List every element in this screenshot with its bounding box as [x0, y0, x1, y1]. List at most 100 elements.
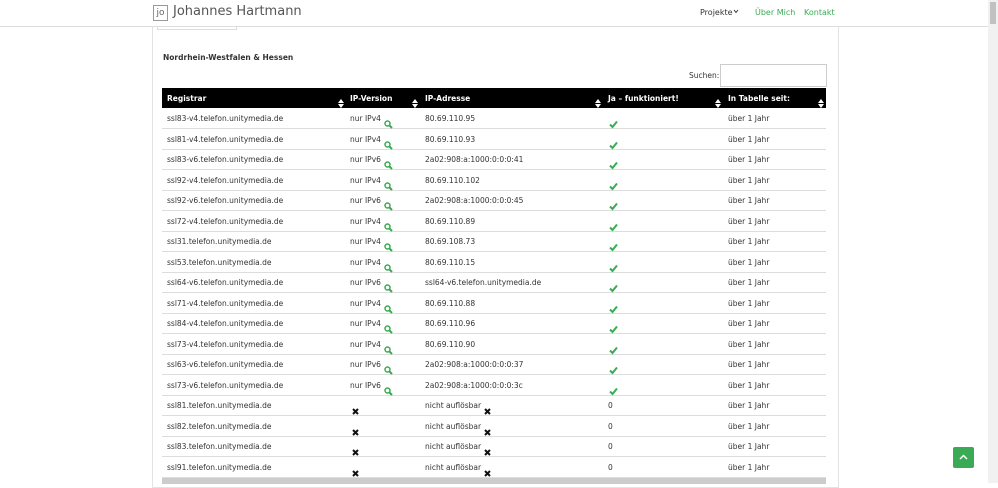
- status-ok: [609, 299, 618, 313]
- cell: über 1 Jahr: [728, 196, 770, 205]
- back-to-top[interactable]: [953, 447, 974, 468]
- search-label: Suchen:: [689, 71, 720, 80]
- cell: nur IPv6: [350, 380, 381, 390]
- nav-link[interactable]: Projekte: [700, 8, 733, 17]
- table-row: [162, 252, 826, 273]
- section-title: Nordrhein-Westfalen & Hessen: [163, 53, 294, 62]
- status-fail: [351, 422, 360, 436]
- cell: über 1 Jahr: [728, 401, 770, 410]
- cell: nicht auflösbar: [425, 421, 482, 431]
- table-row: [162, 395, 826, 416]
- cell: ssl83-v6.telefon.unitymedia.de: [167, 155, 284, 164]
- cell: nur IPv6: [350, 155, 381, 164]
- sort-icon: [715, 93, 721, 108]
- sort-icon: [338, 93, 344, 108]
- cell: über 1 Jahr: [728, 421, 770, 431]
- column-header: IP-Version: [350, 94, 393, 103]
- status-ok: [609, 258, 618, 272]
- cell: über 1 Jahr: [728, 134, 770, 144]
- table-row: [162, 190, 826, 211]
- cell: ssl83.telefon.unitymedia.de: [167, 442, 272, 451]
- nav-link[interactable]: Kontakt: [804, 8, 835, 17]
- cell: über 1 Jahr: [728, 237, 770, 246]
- cell: nur IPv4: [350, 257, 381, 267]
- table-row: [162, 211, 826, 232]
- cell: nur IPv4: [350, 114, 381, 123]
- table-row: [162, 272, 826, 293]
- cell: ssl83-v4.telefon.unitymedia.de: [167, 114, 284, 123]
- table-row: [162, 334, 826, 355]
- table-row: [162, 149, 826, 170]
- table-row: [162, 170, 826, 191]
- scrollbar: [988, 0, 998, 483]
- table-scrollbar: [162, 478, 826, 484]
- cell: nur IPv4: [350, 175, 381, 185]
- tab: [157, 27, 237, 30]
- cell: ssl81.telefon.unitymedia.de: [167, 401, 272, 410]
- cell: ssl73-v6.telefon.unitymedia.de: [167, 380, 284, 390]
- cell: 80.69.110.102: [425, 175, 480, 185]
- brand[interactable]: Johannes Hartmann: [173, 4, 302, 19]
- status-ok: [609, 381, 618, 395]
- lookup-icon: [384, 237, 393, 252]
- status-ok: [609, 237, 618, 252]
- status-ok: [609, 114, 618, 129]
- cell: ssl31.telefon.unitymedia.de: [167, 237, 272, 246]
- cell: 0: [608, 421, 613, 431]
- status-fail: [351, 463, 360, 477]
- cell: ssl91.telefon.unitymedia.de: [167, 462, 272, 472]
- lookup-icon: [384, 135, 393, 150]
- status-fail: [351, 401, 360, 415]
- cell: 80.69.110.95: [425, 114, 476, 123]
- nav-link[interactable]: Über Mich: [755, 8, 796, 17]
- cell: über 1 Jahr: [728, 442, 770, 451]
- cell: 80.69.110.96: [425, 319, 476, 328]
- status-fail: [483, 401, 492, 415]
- cell: nur IPv4: [350, 298, 381, 308]
- status-fail: [351, 442, 360, 456]
- cell: nur IPv4: [350, 134, 381, 144]
- cell: ssl82.telefon.unitymedia.de: [167, 421, 272, 431]
- cell: nicht auflösbar: [425, 442, 482, 451]
- column-header: Registrar: [167, 94, 207, 103]
- navbar: [0, 0, 988, 27]
- cell: nur IPv6: [350, 360, 381, 369]
- table-row: [162, 416, 826, 437]
- column-header: In Tabelle seit:: [728, 94, 790, 103]
- status-ok: [609, 176, 618, 190]
- cell: über 1 Jahr: [728, 216, 770, 226]
- column-header: Ja – funktioniert!: [608, 94, 679, 103]
- cell: nur IPv6: [350, 278, 381, 287]
- cell: 2a02:908:a:1000:0:0:0:41: [425, 155, 524, 164]
- logo[interactable]: jo: [153, 5, 168, 21]
- lookup-icon: [384, 176, 393, 191]
- table-header: [162, 88, 826, 108]
- status-ok: [609, 217, 618, 231]
- scrollbar-thumb[interactable]: [990, 2, 996, 24]
- status-ok: [609, 196, 618, 211]
- status-ok: [609, 360, 618, 375]
- cell: nicht auflösbar: [425, 401, 482, 410]
- search-input[interactable]: [720, 64, 827, 87]
- cell: über 1 Jahr: [728, 360, 770, 369]
- lookup-icon: [384, 217, 393, 232]
- cell: 2a02:908:a:1000:0:0:0:45: [425, 196, 524, 205]
- cell: 80.69.110.88: [425, 298, 476, 308]
- cell: 0: [608, 442, 613, 451]
- cell: über 1 Jahr: [728, 339, 770, 349]
- table-row: [162, 457, 826, 478]
- status-ok: [609, 278, 618, 293]
- cell: 80.69.108.73: [425, 237, 476, 246]
- cell: ssl92-v4.telefon.unitymedia.de: [167, 175, 284, 185]
- status-ok: [609, 135, 618, 149]
- status-ok: [609, 340, 618, 354]
- status-fail: [483, 463, 492, 477]
- cell: nur IPv4: [350, 237, 381, 246]
- cell: über 1 Jahr: [728, 175, 770, 185]
- table-row: [162, 436, 826, 457]
- cell: über 1 Jahr: [728, 114, 770, 123]
- cell: ssl53.telefon.unitymedia.de: [167, 257, 272, 267]
- cell: ssl64-v6.telefon.unitymedia.de: [425, 278, 542, 287]
- cell: über 1 Jahr: [728, 319, 770, 328]
